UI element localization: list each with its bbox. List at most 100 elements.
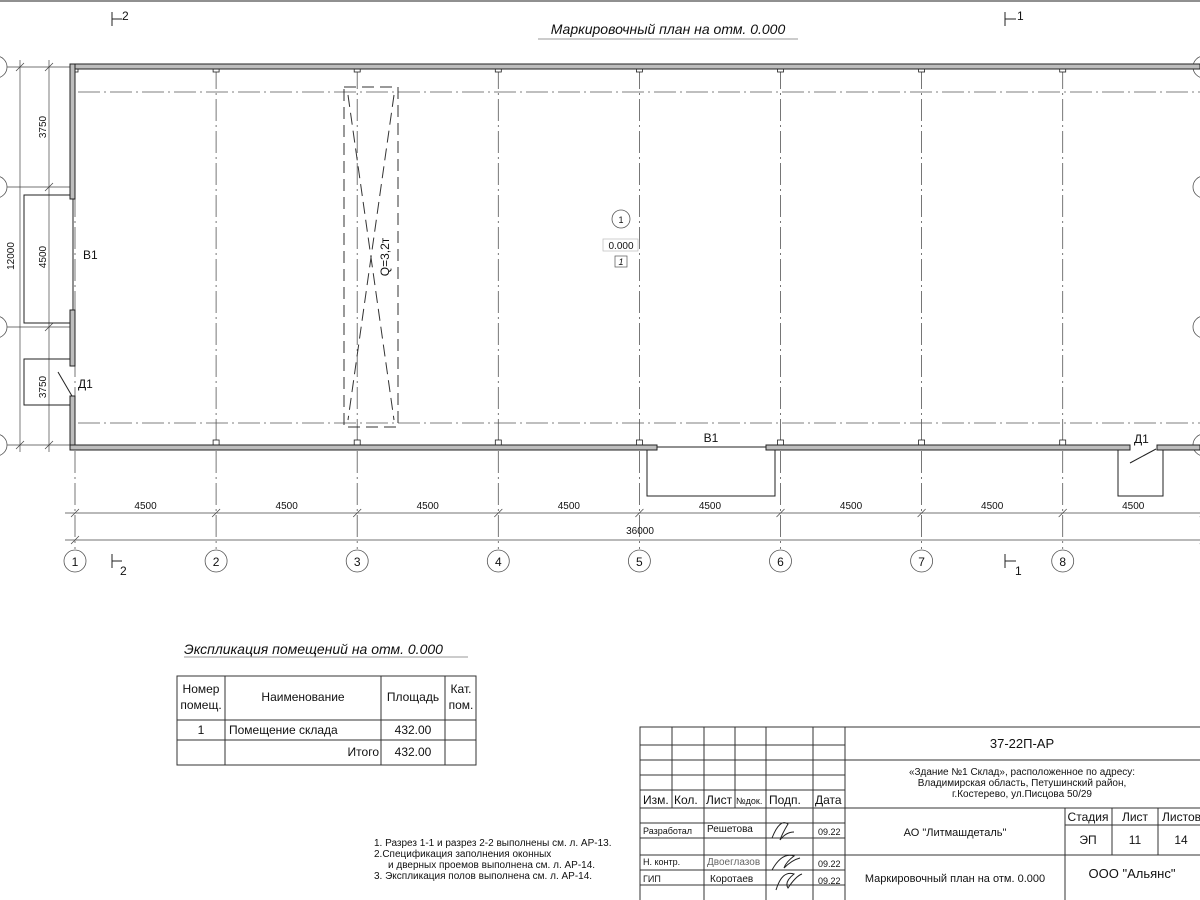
svg-text:1: 1 [1015, 564, 1022, 578]
door-left: Д1 [23, 358, 93, 406]
dim-label: 4500 [417, 501, 440, 512]
dim-tick [70, 508, 80, 518]
column [636, 439, 643, 446]
axis-3: 3 [345, 66, 369, 573]
svg-text:Изм.: Изм. [643, 793, 669, 807]
wall-left-upper [69, 63, 76, 200]
dim-label: 4500 [840, 501, 863, 512]
svg-text:2: 2 [120, 564, 127, 578]
building-walls [69, 63, 1200, 451]
svg-text:Номер: Номер [183, 682, 220, 696]
axis-label: 6 [777, 555, 784, 569]
gate-left: В1 [23, 194, 98, 324]
dim-label: 4500 [1122, 501, 1145, 512]
svg-text:Лист: Лист [706, 793, 733, 807]
dim-tick [211, 508, 221, 518]
svg-text:432.00: 432.00 [395, 745, 432, 759]
sheet-title: Маркировочный план на отм. 0.000 [865, 873, 1045, 885]
signer-row-norm-control: Н. контр. Двоеглазов 09.22 [643, 854, 841, 871]
wall-bottom-1 [69, 444, 658, 451]
axis-label: 5 [636, 555, 643, 569]
axis-label: 8 [1059, 555, 1066, 569]
dim-tick [352, 508, 362, 518]
svg-text:пом.: пом. [449, 698, 474, 712]
svg-text:Дата: Дата [815, 793, 842, 807]
dim-tick [70, 535, 80, 545]
door-bottom: Д1 [1117, 432, 1164, 497]
axis-label: 1 [72, 555, 79, 569]
svg-text:Коротаев: Коротаев [710, 874, 753, 885]
notes: 1. Разрез 1-1 и разрез 2-2 выполнены см.… [374, 838, 612, 882]
dim-label: 4500 [134, 501, 157, 512]
svg-text:3750: 3750 [38, 115, 49, 138]
section-mark-bottom-right: 1 [1004, 554, 1022, 578]
svg-text:Помещение склада: Помещение склада [229, 723, 338, 737]
svg-text:Кол.: Кол. [674, 793, 698, 807]
svg-text:«Здание №1 Склад», расположенн: «Здание №1 Склад», расположенное по адре… [909, 767, 1135, 778]
svg-text:Решетова: Решетова [707, 824, 753, 835]
svg-text:Кат.: Кат. [451, 682, 472, 696]
dim-label: 4500 [981, 501, 1004, 512]
svg-text:Д1: Д1 [1134, 432, 1149, 446]
column-axes: 1 2 3 4 5 6 7 8 [63, 66, 1075, 573]
signature [771, 854, 801, 871]
axis-4: 4 [486, 66, 510, 573]
svg-text:ЭП: ЭП [1079, 833, 1096, 847]
svg-text:№док.: №док. [736, 796, 762, 806]
column [353, 439, 361, 446]
signer-row-developer: Разработал Решетова 09.22 [643, 822, 841, 841]
svg-text:Листов: Листов [1162, 810, 1200, 824]
svg-text:1. Разрез 1-1 и разрез 2-2 вып: 1. Разрез 1-1 и разрез 2-2 выполнены см.… [374, 838, 612, 849]
gate-bottom: В1 [646, 431, 776, 497]
dim-tick [1058, 508, 1067, 518]
svg-text:09.22: 09.22 [818, 827, 841, 837]
svg-text:3750: 3750 [38, 375, 49, 398]
axis-label: 4 [495, 555, 502, 569]
svg-text:Разработал: Разработал [643, 826, 692, 836]
project-code: 37-22П-АР [990, 736, 1054, 751]
svg-text:1: 1 [1017, 9, 1024, 23]
room-number: 1 [618, 215, 623, 225]
svg-text:г.Костерево, ул.Писцова 50/29: г.Костерево, ул.Писцова 50/29 [952, 789, 1092, 800]
svg-text:Итого: Итого [348, 745, 380, 759]
svg-text:12000: 12000 [6, 242, 17, 270]
svg-text:Подп.: Подп. [769, 793, 801, 807]
title-block: 37-22П-АР «Здание №1 Склад», расположенн… [639, 726, 1200, 900]
explication-title: Экспликация помещений на отм. 0.000 [184, 641, 443, 657]
axis-7: 7 [910, 66, 933, 573]
wall-top [69, 63, 1200, 70]
axis-label: 2 [213, 555, 220, 569]
dim-tick [494, 508, 503, 518]
svg-text:4500: 4500 [38, 245, 49, 268]
dim-tick [776, 508, 785, 518]
svg-text:09.22: 09.22 [818, 876, 841, 886]
bottom-dimensions: 36000 4500 4500 4500 4500 4500 4500 4500 4500 [65, 501, 1200, 545]
floor-type: 1 [618, 257, 623, 267]
svg-text:Д1: Д1 [78, 377, 93, 391]
room-level: 0.000 [608, 241, 633, 252]
svg-text:Лист: Лист [1122, 810, 1149, 824]
column [1059, 439, 1067, 446]
axis-label: 7 [918, 555, 925, 569]
svg-text:Н. контр.: Н. контр. [643, 857, 680, 867]
section-mark-top-left: 2 [111, 9, 129, 26]
axis-8: 8 [1051, 66, 1075, 573]
svg-text:Наименование: Наименование [261, 690, 345, 704]
svg-text:помещ.: помещ. [180, 698, 221, 712]
client-name: АО "Литмашдеталь" [904, 827, 1007, 839]
svg-text:2: 2 [122, 9, 129, 23]
crane-capacity-label: Q=3,2т [378, 237, 392, 276]
column [212, 439, 220, 446]
svg-text:09.22: 09.22 [818, 859, 841, 869]
room-marker: 1 0.000 1 [602, 209, 639, 268]
signature [775, 872, 803, 891]
row-axes [0, 56, 1200, 456]
overhead-crane: Q=3,2т [343, 86, 399, 428]
svg-text:3. Экспликация полов выполнена: 3. Экспликация полов выполнена см. л. АР… [374, 871, 592, 882]
svg-text:В1: В1 [704, 431, 719, 445]
wall-bottom-3 [1156, 444, 1200, 451]
svg-text:11: 11 [1129, 833, 1142, 847]
svg-text:14: 14 [1174, 833, 1188, 847]
column [494, 439, 502, 446]
